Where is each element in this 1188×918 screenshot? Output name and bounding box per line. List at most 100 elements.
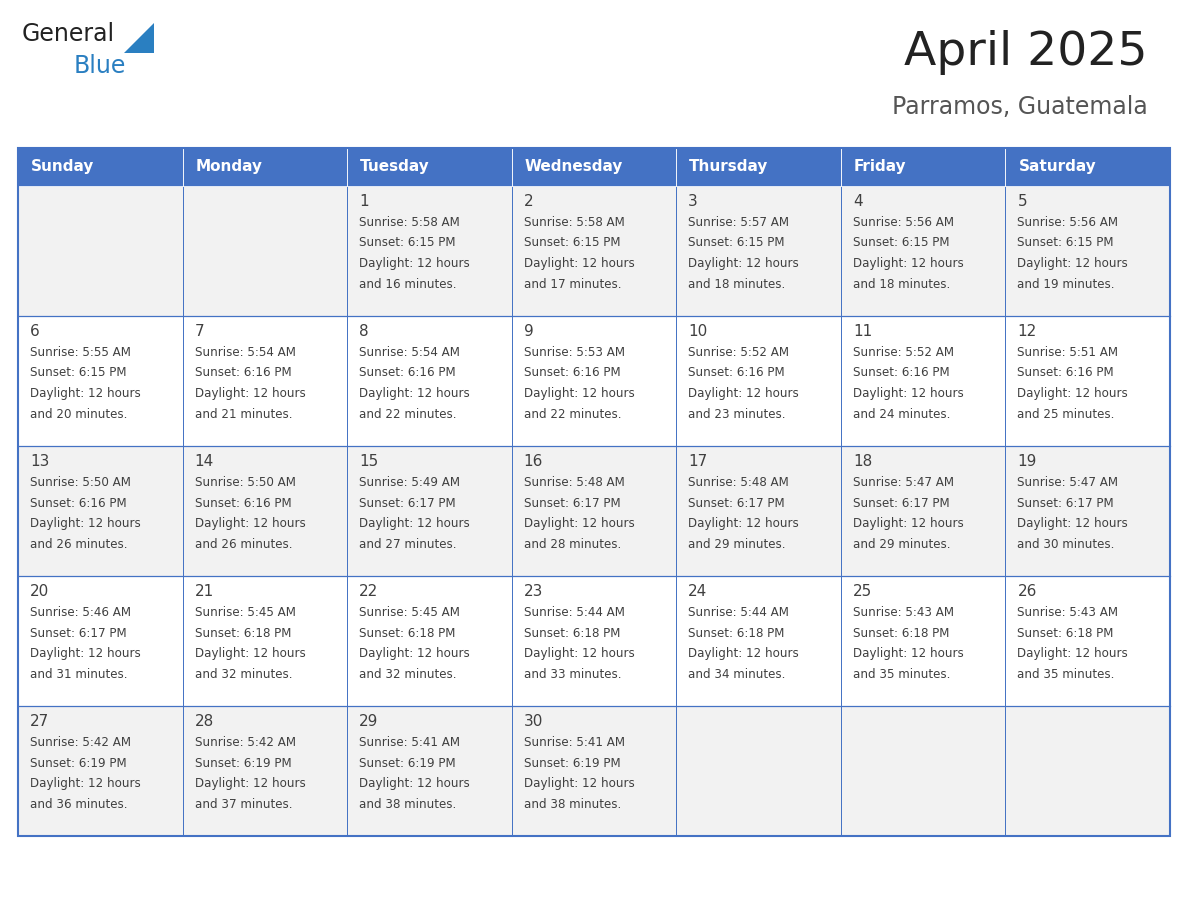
Text: and 35 minutes.: and 35 minutes. bbox=[853, 667, 950, 680]
Text: and 16 minutes.: and 16 minutes. bbox=[359, 277, 456, 290]
Text: Parramos, Guatemala: Parramos, Guatemala bbox=[892, 95, 1148, 119]
Text: Sunset: 6:18 PM: Sunset: 6:18 PM bbox=[524, 626, 620, 640]
Text: Sunset: 6:16 PM: Sunset: 6:16 PM bbox=[195, 366, 291, 379]
Text: Sunrise: 5:42 AM: Sunrise: 5:42 AM bbox=[30, 736, 131, 749]
Text: 3: 3 bbox=[688, 194, 699, 209]
Text: Friday: Friday bbox=[854, 160, 906, 174]
Polygon shape bbox=[124, 23, 154, 53]
Text: Thursday: Thursday bbox=[689, 160, 769, 174]
Text: Sunday: Sunday bbox=[31, 160, 94, 174]
Text: Sunrise: 5:46 AM: Sunrise: 5:46 AM bbox=[30, 606, 131, 619]
Text: Daylight: 12 hours: Daylight: 12 hours bbox=[688, 517, 800, 530]
Text: and 27 minutes.: and 27 minutes. bbox=[359, 538, 456, 551]
Text: and 35 minutes.: and 35 minutes. bbox=[1017, 667, 1114, 680]
Text: and 31 minutes.: and 31 minutes. bbox=[30, 667, 127, 680]
Text: Sunset: 6:16 PM: Sunset: 6:16 PM bbox=[30, 497, 127, 509]
Text: and 29 minutes.: and 29 minutes. bbox=[688, 538, 785, 551]
Text: Sunrise: 5:54 AM: Sunrise: 5:54 AM bbox=[359, 346, 460, 359]
Text: Sunset: 6:18 PM: Sunset: 6:18 PM bbox=[359, 626, 455, 640]
Bar bbox=[1005, 446, 1170, 576]
Bar bbox=[676, 148, 841, 186]
Text: 20: 20 bbox=[30, 584, 49, 599]
Text: 9: 9 bbox=[524, 324, 533, 339]
Text: 5: 5 bbox=[1017, 194, 1028, 209]
Text: 24: 24 bbox=[688, 584, 708, 599]
Bar bbox=[512, 706, 676, 836]
Bar bbox=[18, 576, 183, 706]
Text: Sunset: 6:15 PM: Sunset: 6:15 PM bbox=[30, 366, 126, 379]
Text: Daylight: 12 hours: Daylight: 12 hours bbox=[688, 387, 800, 400]
Text: 17: 17 bbox=[688, 454, 708, 469]
Bar bbox=[18, 148, 1170, 836]
Text: 11: 11 bbox=[853, 324, 872, 339]
Bar bbox=[841, 446, 1005, 576]
Bar bbox=[512, 186, 676, 316]
Text: General: General bbox=[23, 22, 115, 46]
Text: and 37 minutes.: and 37 minutes. bbox=[195, 798, 292, 811]
Bar bbox=[1005, 186, 1170, 316]
Bar bbox=[18, 316, 183, 446]
Bar bbox=[18, 186, 183, 316]
Text: Daylight: 12 hours: Daylight: 12 hours bbox=[688, 257, 800, 270]
Text: 12: 12 bbox=[1017, 324, 1037, 339]
Text: Sunset: 6:15 PM: Sunset: 6:15 PM bbox=[1017, 237, 1114, 250]
Text: Sunrise: 5:52 AM: Sunrise: 5:52 AM bbox=[853, 346, 954, 359]
Text: Daylight: 12 hours: Daylight: 12 hours bbox=[1017, 387, 1129, 400]
Text: 18: 18 bbox=[853, 454, 872, 469]
Text: and 25 minutes.: and 25 minutes. bbox=[1017, 408, 1114, 420]
Text: Sunrise: 5:48 AM: Sunrise: 5:48 AM bbox=[688, 476, 789, 489]
Bar bbox=[512, 148, 676, 186]
Text: Sunrise: 5:50 AM: Sunrise: 5:50 AM bbox=[30, 476, 131, 489]
Text: and 21 minutes.: and 21 minutes. bbox=[195, 408, 292, 420]
Text: Sunrise: 5:53 AM: Sunrise: 5:53 AM bbox=[524, 346, 625, 359]
Text: Sunrise: 5:54 AM: Sunrise: 5:54 AM bbox=[195, 346, 296, 359]
Text: 28: 28 bbox=[195, 714, 214, 729]
Text: Sunrise: 5:43 AM: Sunrise: 5:43 AM bbox=[853, 606, 954, 619]
Bar bbox=[347, 186, 512, 316]
Text: Daylight: 12 hours: Daylight: 12 hours bbox=[30, 647, 140, 660]
Text: Sunrise: 5:42 AM: Sunrise: 5:42 AM bbox=[195, 736, 296, 749]
Bar bbox=[1005, 316, 1170, 446]
Text: Sunset: 6:17 PM: Sunset: 6:17 PM bbox=[853, 497, 949, 509]
Text: 21: 21 bbox=[195, 584, 214, 599]
Text: Daylight: 12 hours: Daylight: 12 hours bbox=[524, 647, 634, 660]
Bar bbox=[1005, 148, 1170, 186]
Bar bbox=[676, 316, 841, 446]
Bar bbox=[347, 446, 512, 576]
Text: Sunset: 6:16 PM: Sunset: 6:16 PM bbox=[359, 366, 456, 379]
Text: and 33 minutes.: and 33 minutes. bbox=[524, 667, 621, 680]
Text: Sunset: 6:15 PM: Sunset: 6:15 PM bbox=[688, 237, 785, 250]
Bar bbox=[183, 706, 347, 836]
Text: Sunset: 6:18 PM: Sunset: 6:18 PM bbox=[1017, 626, 1114, 640]
Bar bbox=[841, 316, 1005, 446]
Text: Daylight: 12 hours: Daylight: 12 hours bbox=[524, 257, 634, 270]
Text: Daylight: 12 hours: Daylight: 12 hours bbox=[195, 387, 305, 400]
Bar bbox=[18, 446, 183, 576]
Text: Sunrise: 5:47 AM: Sunrise: 5:47 AM bbox=[1017, 476, 1118, 489]
Text: Saturday: Saturday bbox=[1018, 160, 1097, 174]
Bar bbox=[18, 148, 183, 186]
Text: Sunrise: 5:57 AM: Sunrise: 5:57 AM bbox=[688, 216, 789, 229]
Text: Daylight: 12 hours: Daylight: 12 hours bbox=[853, 387, 963, 400]
Bar bbox=[841, 706, 1005, 836]
Bar bbox=[841, 576, 1005, 706]
Bar bbox=[1005, 576, 1170, 706]
Text: Sunset: 6:17 PM: Sunset: 6:17 PM bbox=[524, 497, 620, 509]
Text: 19: 19 bbox=[1017, 454, 1037, 469]
Text: Daylight: 12 hours: Daylight: 12 hours bbox=[30, 517, 140, 530]
Text: 22: 22 bbox=[359, 584, 379, 599]
Text: Daylight: 12 hours: Daylight: 12 hours bbox=[359, 387, 470, 400]
Text: Monday: Monday bbox=[196, 160, 263, 174]
Bar bbox=[512, 576, 676, 706]
Text: and 24 minutes.: and 24 minutes. bbox=[853, 408, 950, 420]
Text: Daylight: 12 hours: Daylight: 12 hours bbox=[853, 517, 963, 530]
Bar bbox=[183, 316, 347, 446]
Bar bbox=[347, 576, 512, 706]
Text: and 22 minutes.: and 22 minutes. bbox=[524, 408, 621, 420]
Bar bbox=[512, 316, 676, 446]
Text: Sunset: 6:16 PM: Sunset: 6:16 PM bbox=[1017, 366, 1114, 379]
Text: Daylight: 12 hours: Daylight: 12 hours bbox=[359, 647, 470, 660]
Text: 14: 14 bbox=[195, 454, 214, 469]
Text: Daylight: 12 hours: Daylight: 12 hours bbox=[524, 387, 634, 400]
Text: Daylight: 12 hours: Daylight: 12 hours bbox=[359, 777, 470, 790]
